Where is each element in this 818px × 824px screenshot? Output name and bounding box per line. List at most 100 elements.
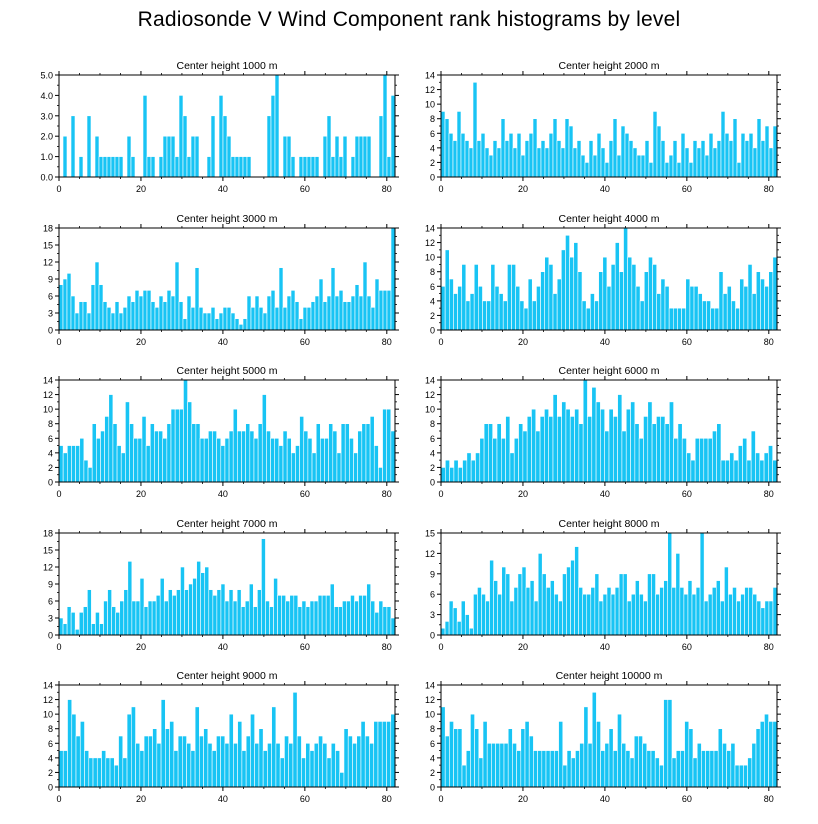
histogram-bar xyxy=(736,600,741,636)
histogram-bar xyxy=(540,140,546,178)
y-tick-label: 4.0 xyxy=(40,91,53,101)
histogram-bar xyxy=(751,293,757,331)
histogram-bar xyxy=(606,587,612,636)
histogram-bar xyxy=(755,728,761,788)
histogram-bar xyxy=(631,264,637,331)
histogram-bar xyxy=(137,437,143,483)
y-tick-label: 6 xyxy=(430,129,435,139)
y-tick-label: 6 xyxy=(48,739,53,749)
histogram-bar xyxy=(684,147,690,178)
histogram-bar xyxy=(594,300,599,331)
histogram-bar xyxy=(290,452,296,483)
histogram-bar xyxy=(224,600,230,636)
histogram-bar xyxy=(461,764,467,788)
histogram-bar xyxy=(186,295,192,331)
histogram-bar xyxy=(630,593,636,636)
histogram-bar xyxy=(370,307,376,331)
histogram-bar xyxy=(220,445,226,483)
histogram-bar xyxy=(488,423,493,483)
histogram-bar xyxy=(623,227,628,331)
histogram-bar xyxy=(104,416,110,483)
y-tick-label: 0 xyxy=(48,326,53,336)
histogram-bar xyxy=(284,735,289,788)
histogram-bar xyxy=(768,600,774,636)
histogram-bar xyxy=(118,735,124,788)
histogram-bar xyxy=(634,423,640,483)
histogram-bar xyxy=(729,452,735,483)
histogram-bar xyxy=(671,587,677,636)
histogram-bar xyxy=(313,742,319,788)
histogram-bar xyxy=(604,162,610,178)
x-tick-label: 0 xyxy=(56,337,61,347)
histogram-bar xyxy=(768,271,774,331)
histogram-bar xyxy=(92,757,98,788)
histogram-bar xyxy=(493,580,498,636)
histogram-bar xyxy=(70,115,76,178)
histogram-bar xyxy=(158,156,164,178)
histogram-bar xyxy=(714,307,720,331)
histogram-bar xyxy=(194,267,200,331)
histogram-bar xyxy=(498,293,504,331)
histogram-bar xyxy=(270,95,276,178)
histogram-bar xyxy=(704,154,710,178)
histogram-bar xyxy=(596,132,602,178)
histogram-bar xyxy=(746,459,752,483)
histogram-bar xyxy=(342,135,348,178)
histogram-bar xyxy=(755,452,761,483)
y-tick-label: 12 xyxy=(43,695,53,705)
histogram-bar xyxy=(470,713,475,788)
histogram-bar xyxy=(566,566,571,636)
histogram-bar xyxy=(343,728,349,788)
histogram-bar xyxy=(519,300,525,331)
histogram-bar xyxy=(309,600,315,636)
histogram-bar xyxy=(176,589,181,636)
y-tick-label: 14 xyxy=(43,376,53,386)
histogram-bar xyxy=(440,706,446,788)
histogram-bar xyxy=(203,728,209,788)
histogram-bar xyxy=(536,285,541,331)
histogram-bar xyxy=(445,459,450,483)
histogram-bar xyxy=(479,437,485,483)
histogram-bar xyxy=(333,606,339,636)
histogram-bar xyxy=(598,600,604,636)
histogram-bar xyxy=(497,593,503,636)
histogram-bar xyxy=(222,115,228,178)
histogram-bar xyxy=(200,572,206,636)
histogram-bar xyxy=(202,312,208,331)
histogram-bar xyxy=(285,600,291,636)
histogram-bar xyxy=(102,156,108,178)
histogram-bar xyxy=(302,307,308,331)
histogram-bar xyxy=(301,757,306,788)
histogram-bar xyxy=(734,764,740,788)
histogram-bar xyxy=(66,606,72,636)
histogram-bar xyxy=(639,593,644,636)
histogram-bar xyxy=(444,735,450,788)
y-tick-label: 9 xyxy=(430,569,435,579)
histogram-bar xyxy=(112,423,118,483)
histogram-bar xyxy=(574,408,580,483)
x-tick-label: 20 xyxy=(136,489,146,499)
histogram-bar xyxy=(516,132,522,178)
histogram-bar xyxy=(318,278,324,331)
histogram-bar xyxy=(584,162,590,178)
histogram-bar xyxy=(294,301,300,331)
histogram-bar xyxy=(668,154,674,178)
y-tick-label: 9 xyxy=(48,275,53,285)
histogram-bar xyxy=(586,593,592,636)
histogram-bar xyxy=(212,430,217,483)
x-tick-label: 80 xyxy=(382,489,392,499)
histogram-bar xyxy=(162,135,168,178)
histogram-bar xyxy=(118,312,124,331)
histogram-bar xyxy=(206,312,212,331)
histogram-bar xyxy=(378,115,384,178)
histogram-bar xyxy=(301,600,307,636)
histogram-bar xyxy=(772,125,778,178)
histogram-bar xyxy=(290,290,296,331)
y-tick-label: 15 xyxy=(43,546,53,556)
histogram-bar xyxy=(96,437,101,483)
histogram-bar xyxy=(598,271,604,331)
histogram-bar xyxy=(453,459,459,483)
histogram-bar xyxy=(524,721,530,788)
histogram-bar xyxy=(496,423,502,483)
histogram-bar xyxy=(78,156,84,178)
